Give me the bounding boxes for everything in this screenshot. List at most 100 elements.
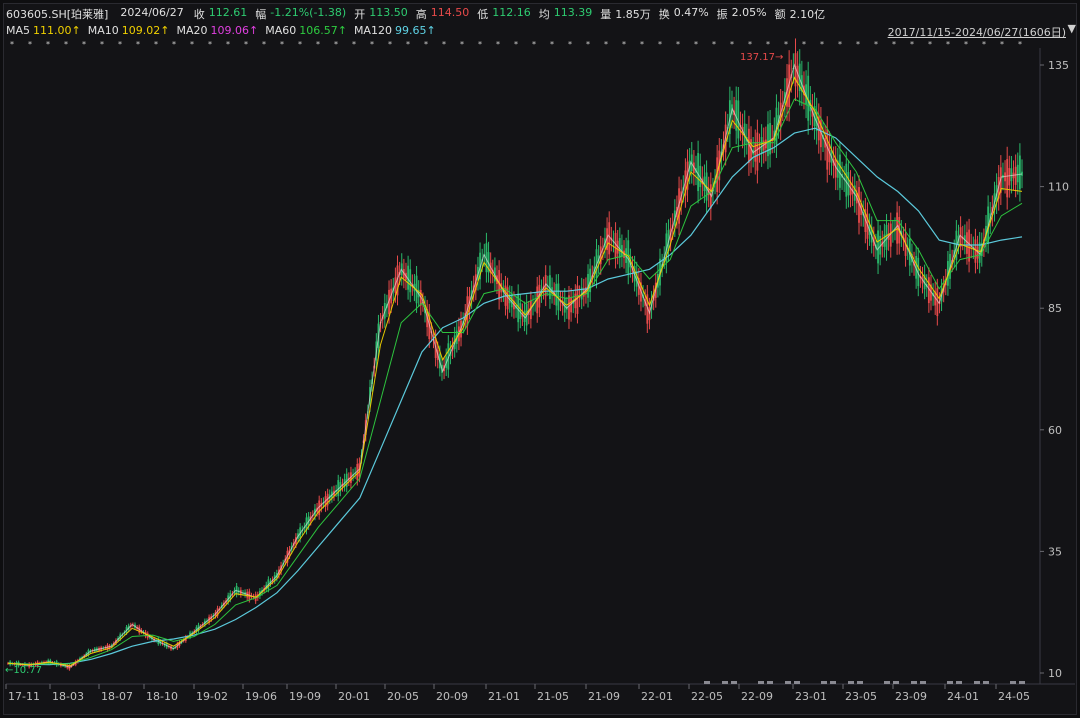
- candle-body: [966, 232, 968, 254]
- candle-body: [419, 289, 422, 306]
- high-value: 114.50: [430, 6, 470, 19]
- low-label: 低: [477, 8, 489, 21]
- event-marker: *: [622, 40, 626, 49]
- candle-body: [1008, 168, 1011, 186]
- candle-body: [568, 295, 570, 320]
- candle-body: [699, 165, 702, 188]
- candle-body: [836, 160, 839, 178]
- ma20-value: 109.06↑: [210, 24, 259, 37]
- event-marker: *: [982, 40, 986, 49]
- x-tick-label: 24-01: [947, 690, 979, 703]
- series-line-ma10: [7, 76, 1023, 667]
- event-marker: *: [28, 40, 32, 49]
- volume-marker: [848, 681, 854, 684]
- series-line-ma120: [7, 127, 1023, 666]
- volume-marker: [857, 681, 863, 684]
- x-tick-label: 23-05: [845, 690, 877, 703]
- candle-body: [885, 224, 888, 250]
- date-range[interactable]: 2017/11/15-2024/06/27(1606日): [887, 26, 1066, 39]
- x-tick-label: 17-11: [8, 690, 40, 703]
- stock-code[interactable]: 603605.SH[珀莱雅]: [6, 8, 109, 21]
- candle-body: [697, 153, 700, 192]
- close-label: 收: [193, 8, 205, 21]
- ma5-value: 111.00↑: [33, 24, 81, 37]
- amount-value: 2.10亿: [789, 8, 826, 21]
- candle-body: [678, 188, 680, 224]
- event-marker: *: [10, 40, 14, 49]
- event-marker: *: [460, 40, 464, 49]
- event-marker: *: [46, 40, 50, 49]
- candle-body: [834, 158, 837, 178]
- candle-body: [1010, 168, 1013, 182]
- x-tick-label: 23-09: [895, 690, 927, 703]
- ma120-value: 99.65↑: [394, 24, 436, 37]
- dropdown-arrow-icon[interactable]: ▼: [1067, 22, 1076, 35]
- candle-body: [563, 297, 566, 313]
- y-tick-label: 35: [1048, 545, 1062, 558]
- chart-panel: [3, 3, 1077, 715]
- event-marker: *: [676, 40, 680, 49]
- candle-body: [896, 212, 899, 244]
- volume-marker: [893, 681, 899, 684]
- candle-body: [819, 120, 822, 148]
- volume-marker: [722, 681, 728, 684]
- event-marker: *: [334, 40, 338, 49]
- amplitude-value: 2.05%: [731, 6, 767, 19]
- candle-body: [760, 137, 763, 154]
- event-marker: *: [784, 40, 788, 49]
- event-marker: *: [604, 40, 608, 49]
- open-value: 113.50: [369, 6, 408, 19]
- candle-body: [839, 154, 841, 188]
- event-marker: *: [748, 40, 752, 49]
- max-price-label: 137.17→: [740, 52, 783, 63]
- candle-body: [498, 270, 501, 300]
- x-tick-label: 24-05: [998, 690, 1030, 703]
- candle-body: [396, 265, 399, 296]
- candle-body: [927, 277, 930, 304]
- volume-marker: [1019, 681, 1025, 684]
- candle-body: [968, 229, 970, 262]
- event-marker: *: [1018, 40, 1022, 49]
- event-marker: *: [406, 40, 410, 49]
- event-marker: *: [442, 40, 446, 49]
- x-tick-label: 19-06: [245, 690, 277, 703]
- candle-body: [978, 242, 981, 263]
- y-tick-label: 60: [1048, 424, 1062, 437]
- event-marker: *: [1000, 40, 1004, 49]
- candle-body: [794, 53, 797, 87]
- amount-label: 额: [774, 8, 786, 21]
- candle-body: [485, 243, 488, 273]
- volume-marker: [731, 681, 737, 684]
- volume-marker: [830, 681, 836, 684]
- event-marker: *: [694, 40, 698, 49]
- close-value: 112.61: [208, 6, 248, 19]
- x-tick-label: 19-09: [289, 690, 321, 703]
- y-tick-label: 135: [1048, 59, 1069, 72]
- ma20-label: MA20: [176, 24, 208, 37]
- candle-body: [574, 293, 577, 309]
- volume-marker: [785, 681, 791, 684]
- event-marker: *: [352, 40, 356, 49]
- candle-body: [529, 300, 532, 320]
- candle-body: [318, 500, 321, 515]
- volume-marker: [920, 681, 926, 684]
- candle-body: [646, 294, 649, 324]
- candle-body: [517, 293, 520, 323]
- quote-date: 2024/06/27: [120, 6, 184, 19]
- event-marker: *: [856, 40, 860, 49]
- event-marker: *: [280, 40, 284, 49]
- candle-body: [614, 232, 617, 258]
- candle-body: [544, 275, 547, 297]
- series-line-close: [7, 63, 1023, 668]
- volume-marker: [947, 681, 953, 684]
- event-marker: *: [730, 40, 734, 49]
- event-marker: *: [226, 40, 230, 49]
- vol-label: 量: [600, 8, 612, 21]
- x-tick-label: 20-01: [338, 690, 370, 703]
- candle-body: [356, 464, 359, 480]
- event-marker: *: [118, 40, 122, 49]
- avg-value: 113.39: [553, 6, 593, 19]
- candle-body: [769, 123, 771, 155]
- event-marker: *: [532, 40, 536, 49]
